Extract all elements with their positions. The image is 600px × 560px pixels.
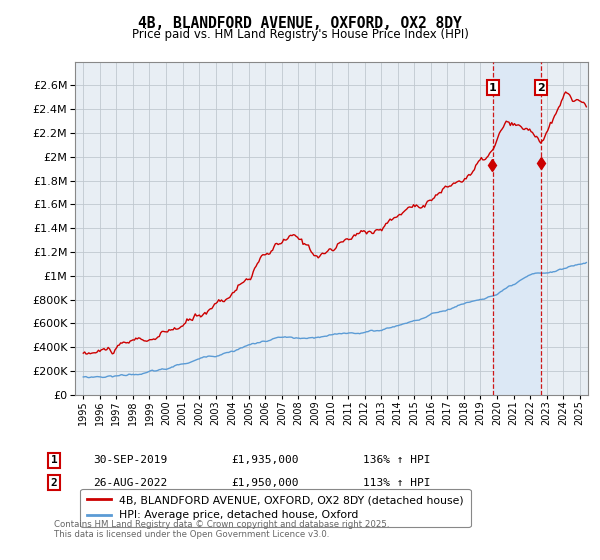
Text: £1,935,000: £1,935,000 (231, 455, 299, 465)
Text: 4B, BLANDFORD AVENUE, OXFORD, OX2 8DY: 4B, BLANDFORD AVENUE, OXFORD, OX2 8DY (138, 16, 462, 31)
Text: 136% ↑ HPI: 136% ↑ HPI (363, 455, 431, 465)
Text: 1: 1 (50, 455, 58, 465)
Bar (493, 62, 541, 395)
Text: Price paid vs. HM Land Registry's House Price Index (HPI): Price paid vs. HM Land Registry's House … (131, 28, 469, 41)
Text: £1,950,000: £1,950,000 (231, 478, 299, 488)
Text: 1: 1 (489, 83, 497, 93)
Text: 2: 2 (537, 83, 545, 93)
Text: 2: 2 (50, 478, 58, 488)
Text: 26-AUG-2022: 26-AUG-2022 (93, 478, 167, 488)
Text: Contains HM Land Registry data © Crown copyright and database right 2025.
This d: Contains HM Land Registry data © Crown c… (54, 520, 389, 539)
Text: 30-SEP-2019: 30-SEP-2019 (93, 455, 167, 465)
Legend: 4B, BLANDFORD AVENUE, OXFORD, OX2 8DY (detached house), HPI: Average price, deta: 4B, BLANDFORD AVENUE, OXFORD, OX2 8DY (d… (80, 488, 470, 527)
Text: 113% ↑ HPI: 113% ↑ HPI (363, 478, 431, 488)
